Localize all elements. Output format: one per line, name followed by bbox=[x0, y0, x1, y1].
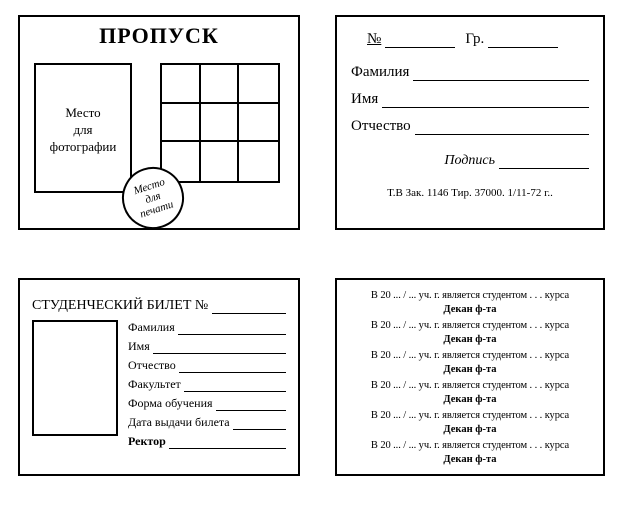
dean-row-2: Декан ф-та bbox=[349, 334, 591, 345]
patronymic-label: Отчество bbox=[351, 118, 411, 135]
ticket-number-field bbox=[212, 301, 286, 314]
pass-title: ПРОПУСК bbox=[30, 23, 288, 49]
photo-label-l2: для bbox=[73, 122, 92, 137]
year-row-1: В 20 ... / ... уч. г. является студентом… bbox=[349, 290, 591, 302]
year-row-4: В 20 ... / ... уч. г. является студентом… bbox=[349, 380, 591, 392]
surname-label: Фамилия bbox=[351, 64, 409, 81]
name-field bbox=[382, 94, 589, 108]
number-label: № bbox=[367, 31, 381, 48]
dean-row-5: Декан ф-та bbox=[349, 424, 591, 435]
group-field bbox=[488, 34, 558, 48]
dean-row-6: Декан ф-та bbox=[349, 454, 591, 465]
patronymic-field bbox=[415, 121, 589, 135]
field-form: Форма обучения bbox=[128, 396, 213, 411]
ticket-title: СТУДЕНЧЕСКИЙ БИЛЕТ № bbox=[32, 298, 208, 314]
year-row-3: В 20 ... / ... уч. г. является студентом… bbox=[349, 350, 591, 362]
pass-body: Место для фотографии Место для печати bbox=[30, 57, 288, 222]
dean-row-3: Декан ф-та bbox=[349, 364, 591, 375]
photo-label-l1: Место bbox=[65, 105, 100, 120]
name-label: Имя bbox=[351, 91, 378, 108]
field-faculty: Факультет bbox=[128, 377, 181, 392]
photo-label-l3: фотографии bbox=[50, 139, 117, 154]
signature-label: Подпись bbox=[444, 153, 495, 169]
ticket-fields: Фамилия Имя Отчество Факультет Форма обу… bbox=[128, 320, 286, 453]
number-field bbox=[385, 34, 455, 48]
field-rector: Ректор bbox=[128, 434, 166, 449]
field-date: Дата выдачи билета bbox=[128, 415, 230, 430]
print-footer: Т.В Зак. 1146 Тир. 37000. 1/11-72 г.. bbox=[351, 187, 589, 199]
surname-field bbox=[413, 67, 589, 81]
pass-card-front: ПРОПУСК Место для фотографии Место для п… bbox=[18, 15, 300, 230]
field-surname: Фамилия bbox=[128, 320, 175, 335]
field-patronymic: Отчество bbox=[128, 358, 176, 373]
student-ticket-front: СТУДЕНЧЕСКИЙ БИЛЕТ № Фамилия Имя Отчеств… bbox=[18, 278, 300, 476]
grid-3x3 bbox=[160, 63, 280, 183]
year-row-6: В 20 ... / ... уч. г. является студентом… bbox=[349, 440, 591, 452]
top-row: № Гр. bbox=[367, 31, 589, 48]
ticket-photo-placeholder bbox=[32, 320, 118, 436]
photo-placeholder: Место для фотографии bbox=[34, 63, 132, 193]
year-row-5: В 20 ... / ... уч. г. является студентом… bbox=[349, 410, 591, 422]
group-label: Гр. bbox=[465, 31, 484, 48]
pass-card-back: № Гр. Фамилия Имя Отчество Подпись Т.В З… bbox=[335, 15, 605, 230]
signature-field bbox=[499, 155, 589, 169]
dean-row-4: Декан ф-та bbox=[349, 394, 591, 405]
dean-row-1: Декан ф-та bbox=[349, 304, 591, 315]
student-ticket-back: В 20 ... / ... уч. г. является студентом… bbox=[335, 278, 605, 476]
year-row-2: В 20 ... / ... уч. г. является студентом… bbox=[349, 320, 591, 332]
field-name: Имя bbox=[128, 339, 150, 354]
